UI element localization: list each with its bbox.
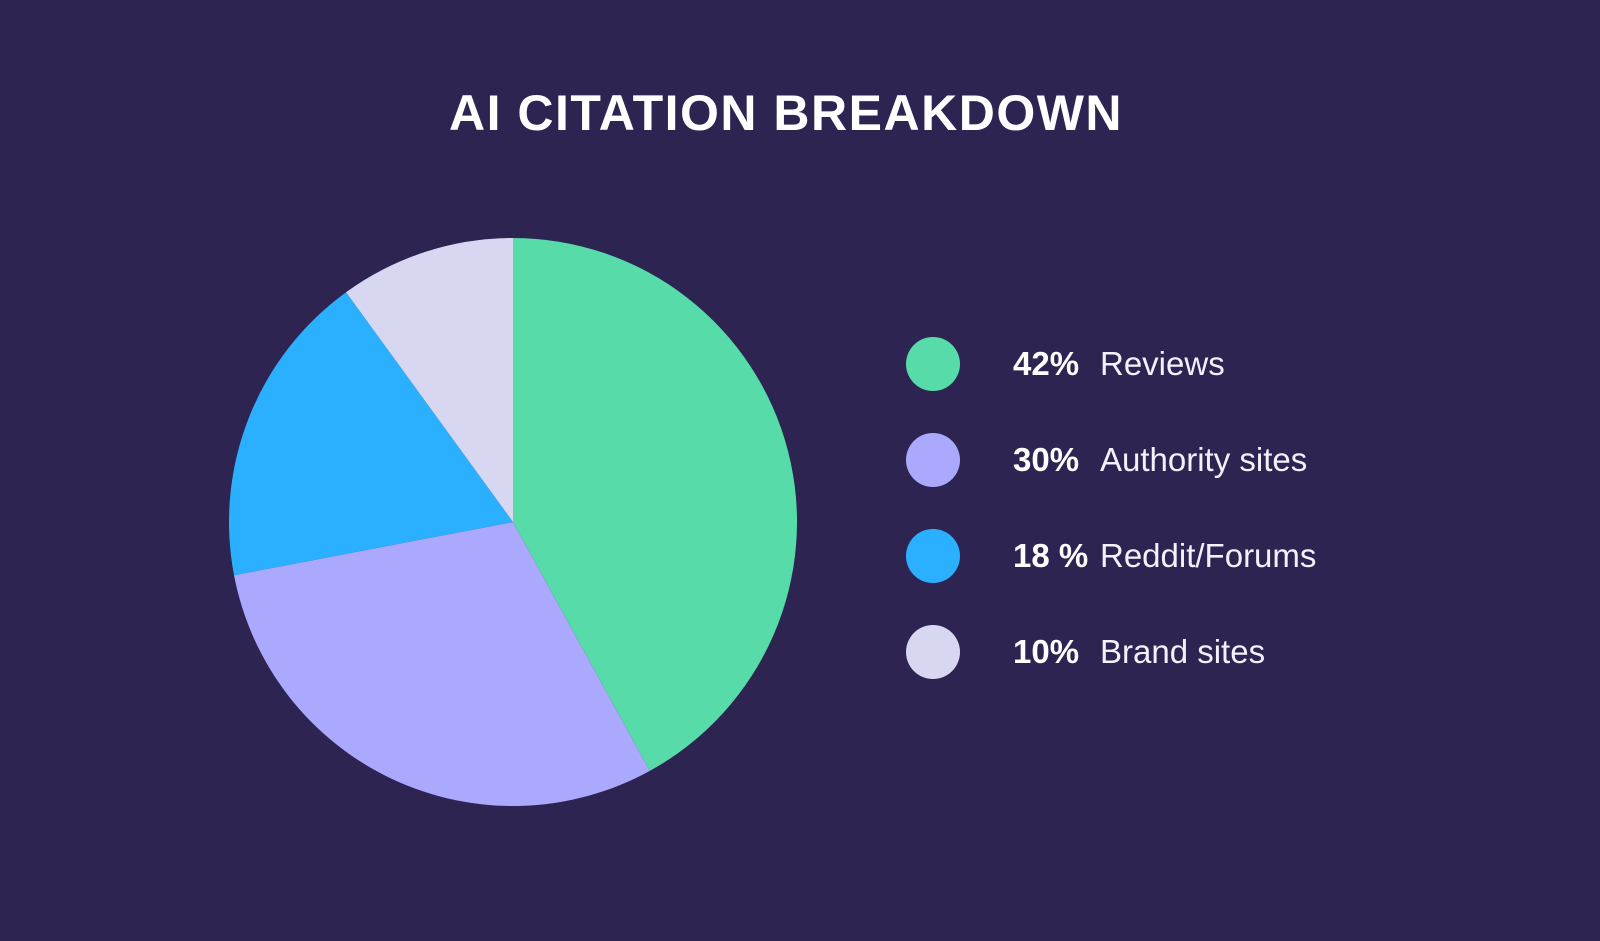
legend-color-dot-brand-sites: [906, 625, 960, 679]
legend-label-reddit-forums: Reddit/Forums: [1100, 537, 1317, 574]
legend-pct-reviews: 42%: [1013, 345, 1080, 382]
pie-slice-reddit-forums: [228, 292, 513, 576]
pie-chart: [228, 238, 797, 807]
legend: 42% Reviews 30% Authority sites 18 % Red…: [906, 337, 1316, 679]
legend-item-reddit-forums: 18 % Reddit/Forums: [906, 529, 1316, 583]
pie-slice-reviews: [513, 238, 797, 771]
legend-item-brand-sites: 10% Brand sites: [906, 625, 1316, 679]
legend-label-authority-sites: Authority sites: [1100, 441, 1308, 478]
legend-color-dot-reviews: [906, 337, 960, 391]
legend-label-brand-sites: Brand sites: [1100, 633, 1266, 670]
legend-label-reviews: Reviews: [1100, 345, 1225, 382]
legend-item-authority-sites: 30% Authority sites: [906, 433, 1316, 487]
pie-chart-svg: [228, 238, 797, 807]
pie-slice-brand-sites: [346, 238, 513, 522]
legend-color-dot-authority-sites: [906, 433, 960, 487]
pie-slice-authority-sites: [234, 522, 650, 807]
legend-pct-authority-sites: 30%: [1013, 441, 1080, 478]
legend-color-dot-reddit-forums: [906, 529, 960, 583]
legend-pct-reddit-forums: 18 %: [1013, 537, 1089, 574]
legend-pct-brand-sites: 10%: [1013, 633, 1080, 670]
chart-title: AI CITATION BREAKDOWN: [448, 85, 1124, 141]
legend-item-reviews: 42% Reviews: [906, 337, 1316, 391]
